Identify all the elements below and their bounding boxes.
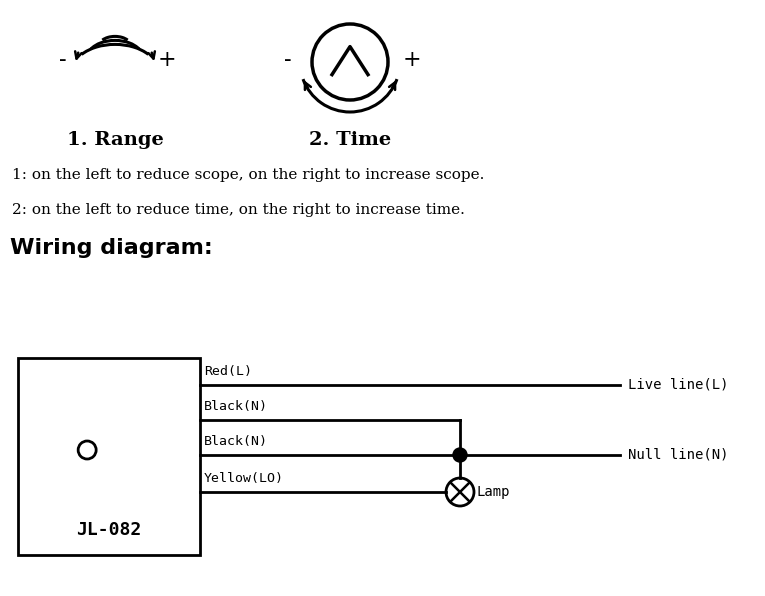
Bar <box>18 358 200 555</box>
Text: JL-082: JL-082 <box>76 521 142 539</box>
Circle shape <box>453 448 467 462</box>
Text: Lamp: Lamp <box>477 485 510 499</box>
Text: 2: on the left to reduce time, on the right to increase time.: 2: on the left to reduce time, on the ri… <box>12 203 465 217</box>
Text: Red(L): Red(L) <box>204 365 252 378</box>
Text: Null line(N): Null line(N) <box>628 448 728 462</box>
Text: Yellow(LO): Yellow(LO) <box>204 472 284 485</box>
Text: 1: on the left to reduce scope, on the right to increase scope.: 1: on the left to reduce scope, on the r… <box>12 168 484 182</box>
Text: 2. Time: 2. Time <box>309 131 391 149</box>
Text: Black(N): Black(N) <box>204 435 268 448</box>
Text: +: + <box>158 49 176 71</box>
Text: Wiring diagram:: Wiring diagram: <box>10 238 213 258</box>
Text: -: - <box>284 49 291 71</box>
Text: Black(N): Black(N) <box>204 400 268 413</box>
Text: -: - <box>59 49 67 71</box>
Text: +: + <box>402 49 422 71</box>
Text: Live line(L): Live line(L) <box>628 378 728 392</box>
Text: 1. Range: 1. Range <box>67 131 164 149</box>
